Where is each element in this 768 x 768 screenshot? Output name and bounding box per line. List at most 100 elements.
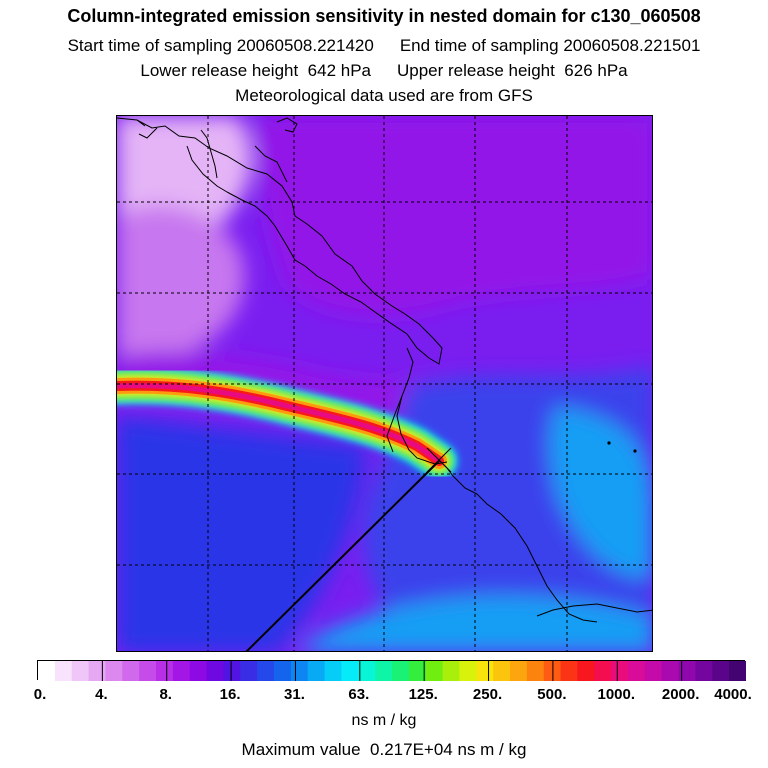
end-time: End time of sampling 20060508.221501 bbox=[400, 36, 701, 56]
colorbar-swatch bbox=[341, 661, 359, 681]
field-violet-north bbox=[257, 116, 652, 317]
colorbar-swatch bbox=[122, 661, 140, 681]
colorbar-swatch bbox=[392, 661, 410, 681]
coastline-panama-south bbox=[536, 603, 652, 617]
island-dot bbox=[607, 441, 611, 445]
start-time-label: Start time of sampling bbox=[67, 36, 232, 55]
island-dot bbox=[633, 449, 637, 453]
colorbar-swatch bbox=[172, 661, 191, 681]
colorbar-swatch bbox=[442, 661, 461, 681]
field-light-pink bbox=[117, 206, 245, 366]
colorbar-swatch bbox=[324, 661, 343, 681]
colorbar-swatch bbox=[644, 661, 663, 681]
field-cyan-east bbox=[549, 406, 652, 578]
coastline-gulf-inner bbox=[254, 145, 288, 183]
colorbar-swatch bbox=[375, 661, 393, 681]
colorbar-tick-label: 125. bbox=[408, 686, 438, 703]
flight-track-line bbox=[245, 460, 440, 651]
end-time-value: 20060508.221501 bbox=[563, 36, 701, 55]
lower-release: Lower release height 642 hPa bbox=[140, 61, 371, 81]
coastline-gulf-california bbox=[200, 129, 218, 179]
coastline-mexico-pacific bbox=[117, 117, 443, 365]
colorbar-swatch bbox=[695, 661, 713, 681]
colorbar-swatch bbox=[189, 661, 208, 681]
colorbar-swatches bbox=[38, 661, 746, 681]
colorbar-swatch bbox=[493, 661, 511, 681]
colorbar-swatch bbox=[88, 661, 107, 681]
start-time-value: 20060508.221420 bbox=[236, 36, 374, 55]
upper-release-value: 626 hPa bbox=[564, 61, 628, 80]
colorbar-tick-label: 250. bbox=[472, 686, 503, 703]
field-deep-blue-west bbox=[117, 416, 367, 651]
colorbar-swatch bbox=[257, 661, 275, 681]
island-markers bbox=[607, 441, 637, 453]
colorbar-tick-label: 2000. bbox=[661, 686, 700, 703]
plot-title: Column-integrated emission sensitivity i… bbox=[67, 6, 701, 26]
colorbar-swatch bbox=[156, 661, 174, 681]
colorbar-tick-label: 16. bbox=[219, 686, 241, 703]
colorbar-swatch bbox=[560, 661, 579, 681]
colorbar-tick-label: 0. bbox=[33, 686, 47, 703]
colorbar-swatch bbox=[628, 661, 646, 681]
colorbar-swatch bbox=[678, 661, 697, 681]
colorbar-swatch bbox=[594, 661, 612, 681]
colorbar-tick-label: 63. bbox=[348, 686, 370, 703]
colorbar bbox=[37, 660, 746, 681]
colorbar-swatch bbox=[240, 661, 258, 681]
map-panel bbox=[116, 115, 653, 652]
colorbar-swatch bbox=[661, 661, 680, 681]
colorbar-swatch bbox=[139, 661, 157, 681]
field-cyan-south bbox=[299, 595, 652, 651]
lower-release-value: 642 hPa bbox=[307, 61, 371, 80]
met-data-note: Meteorological data used are from GFS bbox=[235, 86, 533, 105]
lower-release-label: Lower release height bbox=[140, 61, 299, 80]
coastlines bbox=[117, 117, 652, 623]
colorbar-swatch bbox=[358, 661, 376, 681]
colorbar-swatch bbox=[510, 661, 528, 681]
colorbar-swatch bbox=[408, 661, 427, 681]
upper-release-label: Upper release height bbox=[397, 61, 555, 80]
coastline-central-america bbox=[396, 347, 448, 465]
colorbar-swatch bbox=[206, 661, 225, 681]
colorbar-units: ns m / kg bbox=[351, 712, 417, 729]
colorbar-swatch bbox=[54, 661, 73, 681]
colorbar-swatch bbox=[611, 661, 629, 681]
end-time-label: End time of sampling bbox=[399, 36, 559, 55]
flight-track bbox=[245, 447, 452, 651]
coastline-nw-fragment bbox=[136, 119, 158, 139]
coastline-isthmus bbox=[386, 395, 403, 453]
colorbar-swatch bbox=[476, 661, 494, 681]
release-point-marker bbox=[426, 447, 452, 473]
maximum-value: 0.217E+04 ns m / kg bbox=[370, 740, 527, 759]
colorbar-swatch bbox=[526, 661, 545, 681]
release-heights-line: Lower release height 642 hPa Upper releas… bbox=[0, 61, 768, 81]
map-svg bbox=[117, 116, 652, 651]
colorbar-swatch bbox=[223, 661, 241, 681]
colorbar-swatch bbox=[712, 661, 730, 681]
colorbar-swatch bbox=[459, 661, 477, 681]
plume-band bbox=[117, 383, 442, 464]
colorbar-tick-label: 8. bbox=[159, 686, 172, 703]
colorbar-swatch bbox=[105, 661, 123, 681]
colorbar-swatch bbox=[290, 661, 309, 681]
colorbar-tick-label: 1000. bbox=[597, 686, 636, 703]
colorbar-swatch bbox=[729, 661, 746, 681]
colorbar-tick-label: 4. bbox=[95, 686, 108, 703]
colorbar-swatch bbox=[577, 661, 595, 681]
emission-plume bbox=[117, 367, 457, 479]
maximum-value-label: Maximum value bbox=[241, 740, 361, 759]
coastline-colombia bbox=[438, 459, 598, 623]
sampling-times-line: Start time of sampling 20060508.221420 En… bbox=[0, 36, 768, 56]
upper-release: Upper release height 626 hPa bbox=[397, 61, 628, 81]
colorbar-tick-label: 500. bbox=[537, 686, 567, 703]
colorbar-swatch bbox=[274, 661, 292, 681]
coastline-fragment bbox=[276, 117, 298, 133]
maximum-value-line: Maximum value 0.217E+04 ns m / kg bbox=[0, 740, 768, 760]
colorbar-swatch bbox=[71, 661, 90, 681]
colorbar-tick-label: 4000. bbox=[714, 686, 752, 703]
colorbar-swatch bbox=[425, 661, 444, 681]
colorbar-swatch bbox=[307, 661, 326, 681]
start-time: Start time of sampling 20060508.221420 bbox=[68, 36, 374, 56]
colorbar-swatch bbox=[38, 661, 56, 681]
coastline-baja bbox=[186, 145, 228, 193]
